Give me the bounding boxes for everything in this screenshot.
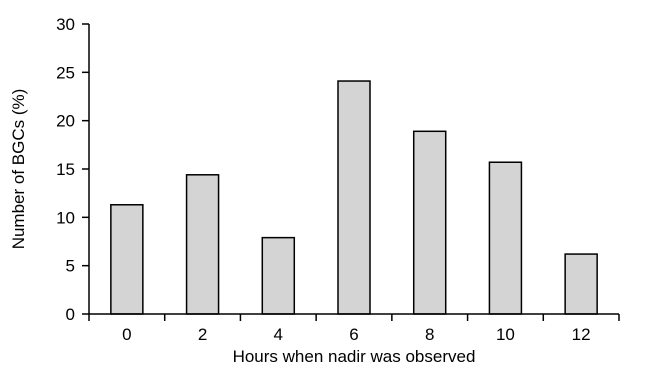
y-tick-label-10: 10 xyxy=(56,208,75,227)
y-axis-title: Number of BGCs (%) xyxy=(9,89,28,250)
y-axis-ticks: 0 5 10 15 20 25 30 xyxy=(56,15,89,324)
x-tick-label-8: 8 xyxy=(425,325,434,344)
y-tick-label-15: 15 xyxy=(56,160,75,179)
x-tick-label-12: 12 xyxy=(572,325,591,344)
y-tick-label-20: 20 xyxy=(56,112,75,131)
bar-6 xyxy=(337,80,371,315)
x-tick-label-6: 6 xyxy=(349,325,358,344)
x-tick-label-2: 2 xyxy=(198,325,207,344)
y-tick-label-5: 5 xyxy=(66,257,75,276)
bar-4 xyxy=(261,236,296,315)
bar-10 xyxy=(488,161,523,315)
bar-2 xyxy=(185,174,220,315)
bar-8 xyxy=(412,130,447,315)
bar-12 xyxy=(564,253,598,315)
y-tick-label-0: 0 xyxy=(66,305,75,324)
x-tick-label-0: 0 xyxy=(122,325,131,344)
y-tick-label-30: 30 xyxy=(56,15,75,34)
bar-0 xyxy=(110,204,144,315)
bars-group xyxy=(110,80,598,315)
x-axis-ticks: 0 2 4 6 8 10 12 xyxy=(88,314,620,344)
y-tick-label-25: 25 xyxy=(56,63,75,82)
x-tick-label-4: 4 xyxy=(274,325,283,344)
x-tick-label-10: 10 xyxy=(496,325,515,344)
x-axis-title: Hours when nadir was observed xyxy=(233,347,476,366)
